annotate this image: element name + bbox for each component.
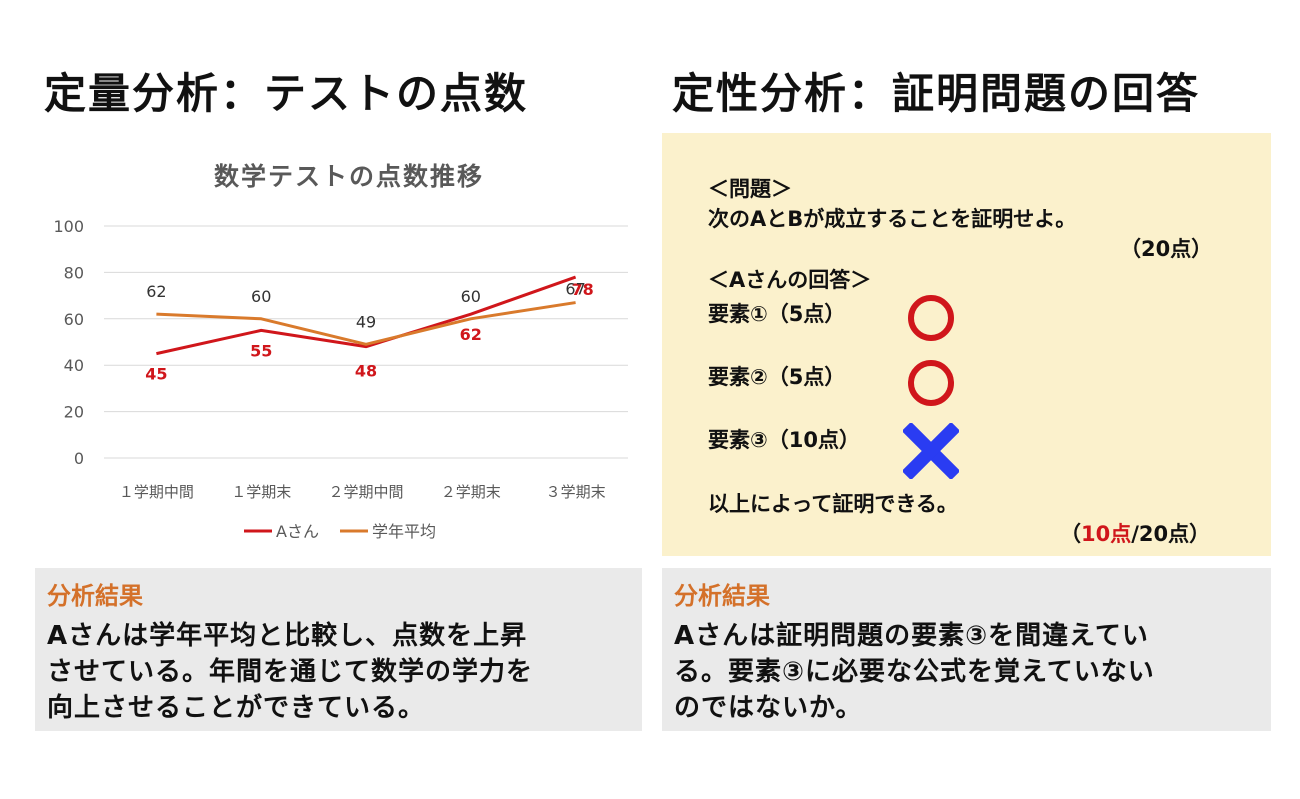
x-tick-label: ２学期中間 (328, 483, 403, 501)
element-1-label: 要素①（5点） (708, 302, 846, 326)
element-2-label: 要素②（5点） (708, 365, 846, 389)
element-3-label: 要素③（10点） (708, 428, 861, 452)
legend-label: Aさん (276, 522, 319, 541)
problem-points: （20点） (1120, 237, 1213, 261)
y-tick-label: 80 (64, 263, 84, 282)
x-tick-label: ２学期末 (441, 483, 501, 501)
circle-icon (907, 294, 955, 346)
data-label: 55 (250, 341, 272, 360)
data-label: 67 (565, 280, 585, 299)
answer-header: ＜Aさんの回答＞ (708, 268, 872, 292)
data-label: 62 (146, 282, 166, 301)
data-label: 45 (145, 365, 167, 384)
left-result-line: させている。年間を通じて数学の学力を (47, 657, 534, 687)
right-heading: 定性分析：証明問題の回答 (672, 69, 1201, 118)
data-label: 78 (571, 280, 593, 299)
score: （10点/20点） (1060, 518, 1210, 548)
y-tick-label: 40 (64, 356, 84, 375)
y-tick-label: 60 (64, 310, 84, 329)
series-line (156, 301, 576, 346)
right-result-line: る。要素③に必要な公式を覚えていない (674, 657, 1155, 687)
left-result-line: Aさんは学年平均と比較し、点数を上昇 (47, 621, 528, 651)
left-heading: 定量分析：テストの点数 (44, 69, 529, 118)
data-label: 60 (251, 287, 271, 306)
data-label: 60 (461, 287, 481, 306)
cross-icon (901, 421, 961, 483)
score-open: （ (1060, 522, 1081, 546)
score-earned: 10点 (1081, 522, 1132, 546)
cross-stroke-2 (901, 421, 961, 481)
circle-mark-2 (908, 360, 954, 406)
y-tick-label: 100 (53, 217, 84, 236)
left-result-panel: 分析結果 Aさんは学年平均と比較し、点数を上昇 させている。年間を通じて数学の学… (35, 568, 642, 731)
data-label: 48 (355, 362, 377, 381)
x-tick-label: １学期中間 (119, 483, 194, 501)
line-chart: 数学テストの点数推移 100 80 60 40 20 0 １学期中間 １学期末 ２学期中間 ２学期末… (34, 145, 644, 555)
circle-icon (907, 359, 955, 411)
chart-title: 数学テストの点数推移 (214, 162, 484, 191)
data-label: 62 (460, 325, 482, 344)
left-result-title: 分析結果 (47, 582, 143, 610)
y-tick-label: 0 (74, 449, 84, 468)
chart-svg: 数学テストの点数推移 100 80 60 40 20 0 １学期中間 １学期末 ２学期中間 ２学期末… (53, 162, 628, 541)
problem-text: 次のAとBが成立することを証明せよ。 (708, 207, 1077, 231)
right-result-line: Aさんは証明問題の要素③を間違えてい (674, 621, 1149, 651)
right-result-title: 分析結果 (674, 582, 770, 610)
series-line (156, 275, 577, 356)
legend-label: 学年平均 (372, 522, 436, 541)
conclusion: 以上によって証明できる。 (708, 492, 958, 516)
y-tick-label: 20 (64, 403, 84, 422)
proof-panel: ＜問題＞ 次のAとBが成立することを証明せよ。 （20点） ＜Aさんの回答＞ 要… (662, 133, 1271, 556)
right-result-panel: 分析結果 Aさんは証明問題の要素③を間違えてい る。要素③に必要な公式を覚えてい… (662, 568, 1271, 731)
x-tick-label: １学期末 (231, 483, 291, 501)
right-result-line: のではないか。 (674, 693, 863, 723)
circle-mark-1 (908, 295, 954, 341)
x-tick-label: ３学期末 (546, 483, 606, 501)
data-label: 49 (356, 312, 376, 331)
problem-header: ＜問題＞ (708, 177, 792, 201)
left-result-line: 向上させることができている。 (47, 693, 426, 723)
score-rest: /20点） (1131, 522, 1211, 546)
